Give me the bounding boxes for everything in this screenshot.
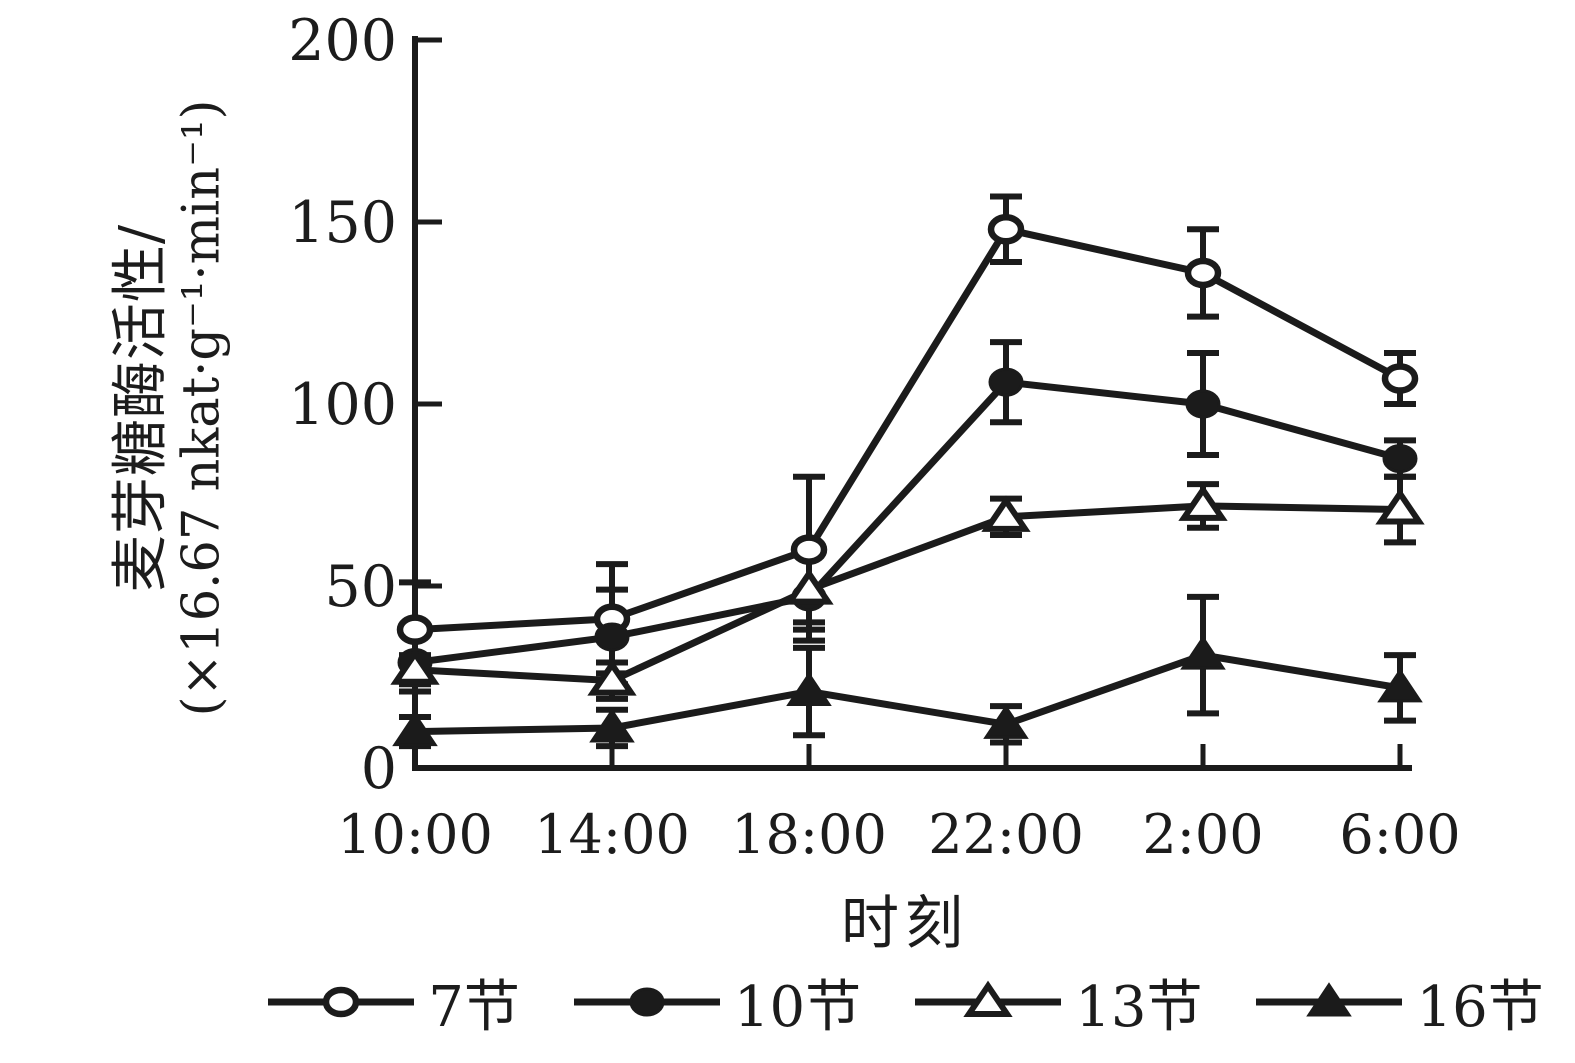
x-axis-title: 时刻 [840,889,970,957]
axes [412,36,1412,771]
legend-marker-triangle-open [915,980,1062,1017]
legend-item-series1: 7节 [266,962,520,1043]
x-tick-label: 22:00 [928,803,1084,866]
y-ticks: 0 50 100 150 200 [288,8,442,802]
y-tick-label: 200 [288,8,397,74]
legend-label: 16节 [1416,974,1544,1040]
legend-marker-circle-filled [573,987,720,1017]
legend-item-series2: 10节 [572,962,861,1043]
legend-item-series3: 13节 [913,962,1202,1043]
legend-label: 13节 [1075,974,1203,1040]
legend-marker-triangle-filled [1256,982,1403,1017]
y-tick-label: 100 [288,372,397,438]
legend-label: 7节 [428,974,520,1040]
y-axis-units-text: (×16.67 nkat·g⁻¹·min⁻¹) [172,99,232,717]
y-axis-title-text: 麦芽糖酶活性/ [107,223,174,593]
y-tick-label: 150 [288,190,397,256]
series-line-7节 [414,225,1402,634]
series-markers [390,214,1425,747]
y-axis-title: 麦芽糖酶活性/ (×16.67 nkat·g⁻¹·min⁻¹) [107,99,232,717]
x-tick-label: 6:00 [1339,803,1460,866]
x-tick-label: 10:00 [337,803,493,866]
x-tick-label: 14:00 [534,803,690,866]
legend-item-series4: 16节 [1254,962,1544,1043]
plot-area: 0 50 100 150 200 10:00 14:00 18:00 22:00 2:00 6:00 [288,8,1461,866]
legend-marker-circle-open [268,986,415,1018]
series-line-10节 [414,378,1401,666]
y-tick-label: 50 [324,554,397,620]
series-line-16节 [414,651,1401,736]
x-tick-label: 18:00 [731,803,887,866]
series-line-13节 [414,502,1401,685]
series-lines [414,225,1402,736]
y-tick-label: 0 [361,736,397,802]
legend-label: 10节 [733,974,862,1040]
x-ticks: 10:00 14:00 18:00 22:00 2:00 6:00 [337,744,1461,866]
legend: 7节 10节 13节 16节 [240,952,1570,1052]
x-tick-label: 2:00 [1142,803,1263,866]
